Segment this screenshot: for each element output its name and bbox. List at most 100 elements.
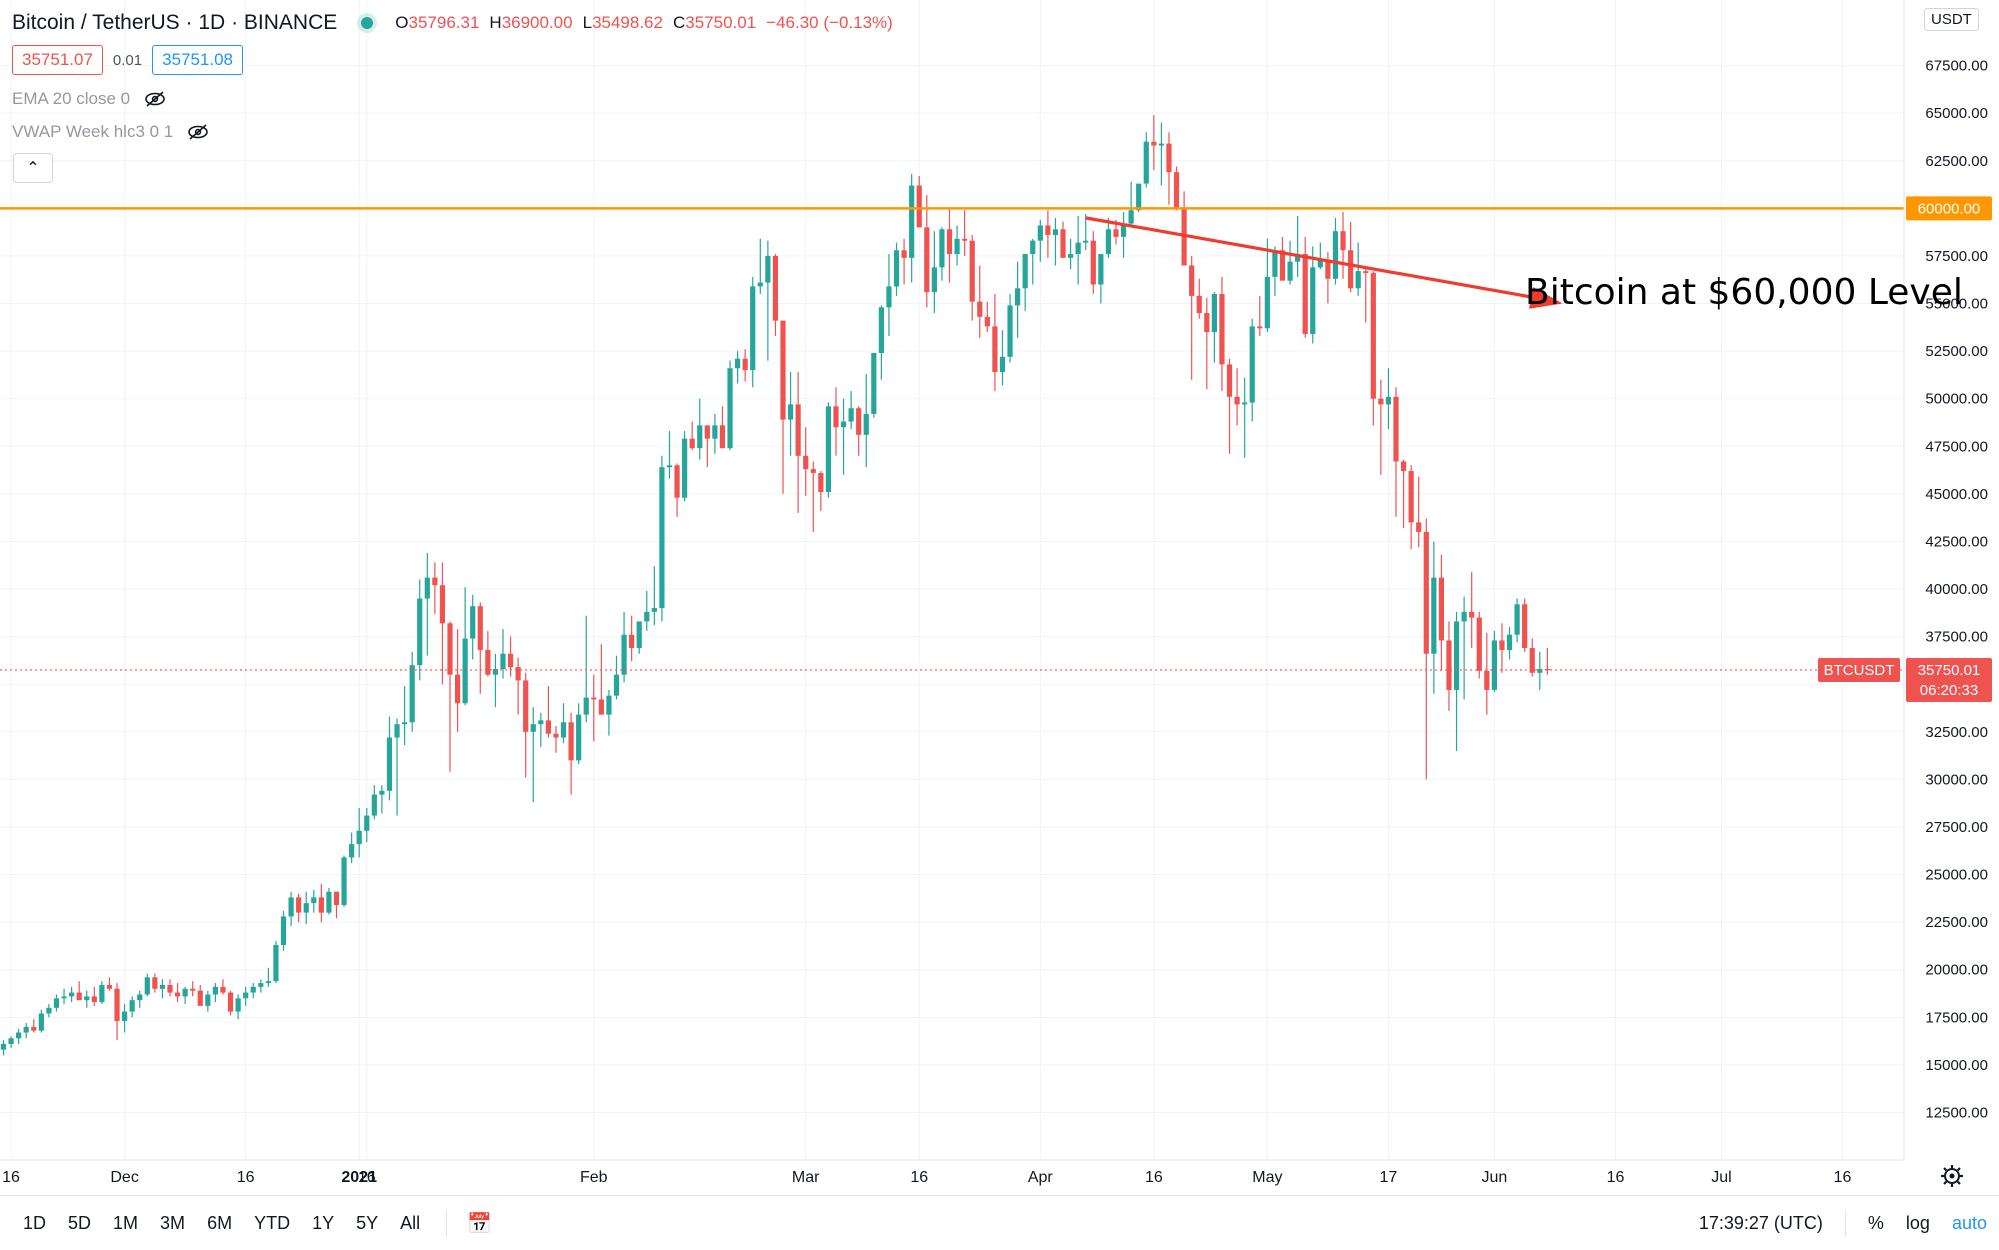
candle-body bbox=[591, 697, 597, 700]
candle-body bbox=[992, 326, 998, 373]
time-tick-label: 16 bbox=[237, 1169, 255, 1186]
candle bbox=[1226, 358, 1233, 454]
symbol-title[interactable]: Bitcoin / TetherUS · 1D · BINANCE bbox=[12, 11, 338, 34]
calendar-icon[interactable]: 📅 bbox=[467, 1212, 493, 1235]
candle-body bbox=[1446, 640, 1452, 690]
candle bbox=[1514, 598, 1520, 643]
candle bbox=[803, 427, 809, 496]
candle-body bbox=[1400, 461, 1407, 472]
candle-body bbox=[144, 977, 150, 995]
candle-body bbox=[538, 720, 544, 725]
candle bbox=[1173, 166, 1180, 211]
candle bbox=[780, 320, 786, 494]
eye-off-icon[interactable] bbox=[144, 91, 166, 107]
candle-body bbox=[1022, 254, 1028, 289]
candle-body bbox=[886, 286, 892, 308]
range-button-3m[interactable]: 3M bbox=[160, 1212, 186, 1233]
candle-body bbox=[939, 229, 945, 268]
range-button-1y[interactable]: 1Y bbox=[312, 1212, 335, 1233]
candle-body bbox=[1363, 271, 1369, 274]
percent-scale-button[interactable]: % bbox=[1867, 1212, 1884, 1233]
candle-body bbox=[16, 1032, 22, 1039]
eye-off-icon[interactable] bbox=[187, 124, 209, 140]
candle bbox=[318, 884, 324, 923]
candle bbox=[659, 455, 665, 622]
buy-button[interactable]: 35751.08 bbox=[152, 45, 244, 75]
range-button-6m[interactable]: 6M bbox=[207, 1212, 233, 1233]
candle bbox=[409, 651, 415, 732]
candle bbox=[1264, 238, 1270, 333]
candlestick-chart[interactable]: 12500.00 15000.00 17500.00 20000.00 22500.00… bbox=[0, 0, 1999, 1195]
settings-gear-icon[interactable] bbox=[1941, 1165, 1963, 1187]
candle-body bbox=[1355, 271, 1361, 289]
candle-body bbox=[76, 992, 82, 1001]
candle bbox=[197, 984, 203, 1006]
candle bbox=[356, 807, 362, 858]
candle bbox=[106, 977, 113, 991]
candle bbox=[765, 240, 771, 361]
candle-body bbox=[356, 830, 362, 845]
price-tick-label: 45000.00 bbox=[1925, 486, 1988, 503]
price-tick-label: 62500.00 bbox=[1925, 153, 1988, 170]
candle bbox=[1529, 638, 1535, 677]
price-tick-label: 15000.00 bbox=[1925, 1057, 1988, 1074]
candle bbox=[492, 653, 499, 708]
price-tick-label: 30000.00 bbox=[1925, 771, 1988, 788]
candle-body bbox=[235, 998, 241, 1012]
candle-body bbox=[227, 992, 234, 1012]
candle bbox=[1348, 221, 1354, 293]
price-axis[interactable]: 12500.00 15000.00 17500.00 20000.00 22500.00… bbox=[1925, 58, 1988, 1122]
candle bbox=[712, 413, 718, 454]
trend-arrow[interactable] bbox=[1085, 216, 1563, 309]
candle-body bbox=[1067, 254, 1074, 258]
candle bbox=[787, 372, 794, 456]
range-button-all[interactable]: All bbox=[400, 1212, 421, 1233]
currency-tag[interactable]: USDT bbox=[1924, 8, 1979, 31]
candle bbox=[477, 602, 483, 694]
time-tick-label: 2021 bbox=[341, 1169, 377, 1186]
candle bbox=[417, 579, 423, 681]
time-tick-label: Jul bbox=[1711, 1169, 1731, 1186]
range-button-1d[interactable]: 1D bbox=[23, 1212, 47, 1233]
market-status-icon[interactable] bbox=[361, 17, 374, 29]
candle bbox=[1045, 210, 1051, 258]
candle bbox=[243, 986, 249, 1006]
sell-button[interactable]: 35751.07 bbox=[12, 45, 103, 75]
candle-body bbox=[1378, 398, 1384, 405]
chart-annotation[interactable]: Bitcoin at $60,000 Level bbox=[1525, 272, 1963, 313]
candle bbox=[538, 712, 544, 748]
candle bbox=[280, 910, 287, 951]
candle-body bbox=[280, 916, 287, 945]
candle bbox=[174, 983, 181, 1003]
price-tick-label: 65000.00 bbox=[1925, 105, 1988, 122]
range-button-1m[interactable]: 1M bbox=[113, 1212, 139, 1233]
indicator-ema[interactable]: EMA 20 close 0 bbox=[12, 89, 166, 109]
log-scale-button[interactable]: log bbox=[1905, 1212, 1930, 1233]
time-tick-label: 16 bbox=[910, 1169, 928, 1186]
collapse-legend-button[interactable]: ⌃ bbox=[13, 153, 53, 183]
candle bbox=[1022, 254, 1028, 312]
candle bbox=[644, 590, 650, 631]
utc-clock[interactable]: 17:39:27 (UTC) bbox=[1698, 1212, 1823, 1233]
chart-grid bbox=[0, 0, 1904, 1160]
indicator-vwap[interactable]: VWAP Week hlc3 0 1 bbox=[12, 122, 209, 142]
auto-scale-button[interactable]: auto bbox=[1951, 1212, 1987, 1233]
candle-body bbox=[0, 1043, 7, 1050]
candle bbox=[1015, 261, 1021, 338]
candle-body bbox=[1204, 313, 1210, 333]
candle bbox=[1272, 246, 1278, 296]
candle-body bbox=[477, 606, 483, 650]
candle bbox=[795, 372, 801, 513]
range-button-5y[interactable]: 5Y bbox=[356, 1212, 379, 1233]
range-button-ytd[interactable]: YTD bbox=[254, 1212, 291, 1233]
candle-body bbox=[1098, 254, 1104, 285]
time-tick-label: Mar bbox=[792, 1169, 820, 1186]
candle bbox=[553, 726, 559, 753]
candle-body bbox=[840, 421, 847, 428]
candle-body bbox=[1045, 225, 1051, 235]
range-button-5d[interactable]: 5D bbox=[68, 1212, 92, 1233]
candle-body bbox=[159, 984, 166, 989]
last-price-value: 35750.01 bbox=[1918, 662, 1981, 679]
candle-body bbox=[553, 733, 559, 738]
